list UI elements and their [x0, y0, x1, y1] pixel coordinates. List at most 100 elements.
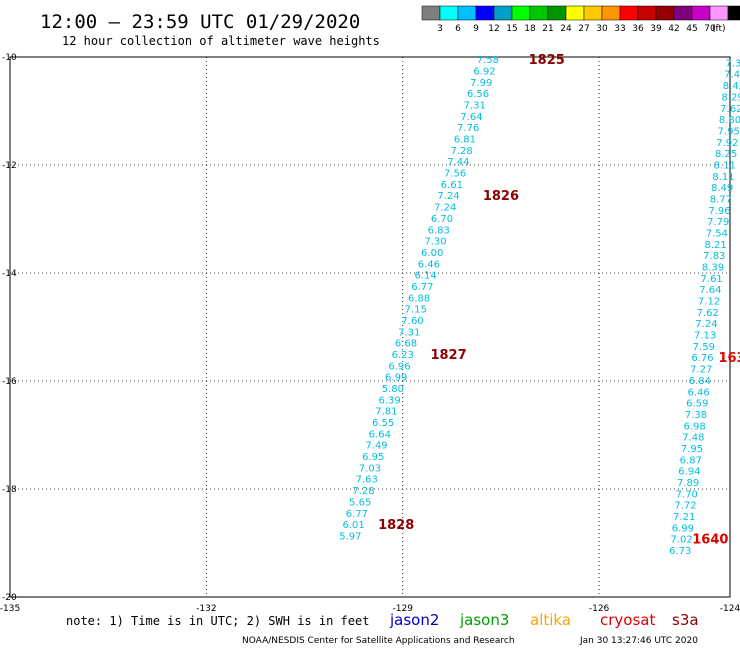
- wave-height-label: 7.81: [375, 407, 397, 418]
- wave-height-label: 7.59: [693, 342, 715, 353]
- legend-entry-cryosat: cryosat: [600, 611, 655, 629]
- colorbar-swatch: [727, 5, 740, 21]
- colorbar-tick-label: 42: [668, 24, 679, 34]
- wave-height-label: 6.64: [369, 429, 391, 440]
- colorbar-swatch: [421, 5, 441, 21]
- wave-height-label: 7.54: [706, 229, 728, 240]
- legend-entry-s3a: s3a: [672, 611, 699, 629]
- wave-height-label: 7.70: [676, 489, 698, 500]
- colorbar-tick-label: 45: [686, 24, 697, 34]
- colorbar-tick-label: 21: [542, 24, 553, 34]
- colorbar-tick-label: 36: [632, 24, 644, 34]
- wave-height-label: 6.56: [467, 89, 489, 100]
- wave-height-label: 7.95: [681, 444, 703, 455]
- wave-height-label: 7.44: [447, 157, 469, 168]
- wave-height-label: 7.56: [444, 169, 466, 180]
- colorbar-swatch: [475, 5, 495, 21]
- wave-height-label: 7.64: [699, 285, 721, 296]
- wave-height-label: 7.28: [352, 486, 374, 497]
- colorbar-tick-label: 6: [455, 24, 461, 34]
- wave-height-label: 6.77: [411, 282, 433, 293]
- plot-frame: [9, 56, 731, 598]
- wave-height-label: 8.39: [702, 263, 724, 274]
- wave-height-label: 6.70: [431, 214, 453, 225]
- wave-height-label: 7.12: [698, 297, 720, 308]
- wave-height-label: 7.72: [674, 501, 696, 512]
- colorbar-swatch: [637, 5, 657, 21]
- y-tick-label: -10: [2, 53, 17, 63]
- wave-height-label: 7.92: [716, 138, 738, 149]
- wave-height-label: 6.83: [428, 225, 450, 236]
- x-tick-label: -126: [589, 604, 610, 614]
- colorbar-swatch: [529, 5, 549, 21]
- colorbar-swatch: [673, 5, 693, 21]
- colorbar-tick-label: 27: [578, 24, 589, 34]
- colorbar-swatch: [619, 5, 639, 21]
- wave-height-label: 6.96: [388, 361, 410, 372]
- colorbar-swatch: [547, 5, 567, 21]
- wave-height-label: 6.61: [441, 180, 463, 191]
- colorbar-swatch: [511, 5, 531, 21]
- wave-height-label: 7.24: [437, 191, 459, 202]
- wave-height-label: 6.55: [372, 418, 394, 429]
- plot-area: -135-132-129-126-123-124-10-12-14-16-18-…: [0, 53, 740, 614]
- chart-subtitle: 12 hour collection of altimeter wave hei…: [62, 34, 380, 48]
- y-tick-label: -14: [2, 269, 17, 279]
- legend-entry-jason3: jason3: [459, 611, 509, 629]
- x-tick-label: -135: [0, 604, 20, 614]
- footer-credit: NOAA/NESDIS Center for Satellite Applica…: [242, 636, 515, 646]
- satellite-legend: jason2 jason3 altika cryosat s3a: [389, 611, 699, 629]
- wave-height-label: 6.87: [680, 455, 702, 466]
- wave-height-label: 6.00: [421, 248, 443, 259]
- wave-height-label: 7.83: [703, 251, 725, 262]
- wave-height-label: 7.43: [724, 70, 740, 81]
- wave-height-label: 7.31: [464, 101, 486, 112]
- wave-height-label: 6.81: [454, 135, 476, 146]
- chart-title: 12:00 – 23:59 UTC 01/29/2020: [40, 11, 360, 33]
- colorbar-tick-label: 39: [650, 24, 662, 34]
- colorbar-swatch: [565, 5, 585, 21]
- pass-time-label: 1825: [529, 53, 565, 68]
- wave-height-label: 7.28: [451, 146, 473, 157]
- wave-height-label: 7.30: [424, 237, 446, 248]
- wave-height-label: 5.65: [349, 497, 371, 508]
- wave-height-label: 6.46: [418, 259, 440, 270]
- wave-height-label: 6.95: [362, 452, 384, 463]
- colorbar-swatch: [457, 5, 477, 21]
- wave-height-label: 6.01: [343, 520, 365, 531]
- pass-time-label: 1827: [430, 348, 466, 363]
- legend-entry-jason2: jason2: [389, 611, 439, 629]
- wave-height-label: 7.64: [460, 112, 482, 123]
- wave-height-label: 6.39: [379, 395, 401, 406]
- wave-height-label: 7.99: [470, 78, 492, 89]
- pass-time-label: 1828: [378, 518, 414, 533]
- wave-height-label: 7.31: [398, 327, 420, 338]
- wave-height-label: 6.14: [415, 271, 437, 282]
- colorbar-tick-label: 3: [437, 24, 443, 34]
- wave-height-label: 7.63: [356, 475, 378, 486]
- wave-height-label: 6.23: [392, 350, 414, 361]
- wave-height-label: 6.76: [691, 353, 713, 364]
- wave-height-label: 7.21: [673, 512, 695, 523]
- wave-height-label: 8.43: [723, 81, 740, 92]
- wave-height-label: 7.38: [725, 58, 740, 69]
- colorbar-swatch: [439, 5, 459, 21]
- wave-height-label: 7.79: [707, 217, 729, 228]
- y-tick-label: -20: [2, 593, 17, 603]
- footer-timestamp: Jan 30 13:27:46 UTC 2020: [579, 636, 698, 646]
- wave-height-label: 6.68: [395, 339, 417, 350]
- colorbar-swatch: [493, 5, 513, 21]
- wave-height-label: 7.48: [682, 433, 704, 444]
- wave-height-label: 7.27: [690, 365, 712, 376]
- wave-height-label: 7.89: [677, 478, 699, 489]
- wave-height-label: 6.98: [684, 421, 706, 432]
- wave-height-label: 8.49: [711, 183, 733, 194]
- wave-height-label: 7.03: [359, 463, 381, 474]
- wave-height-label: 7.60: [401, 316, 423, 327]
- wave-height-label: 6.99: [385, 373, 407, 384]
- x-tick-label: -124: [720, 604, 740, 614]
- wave-height-label: 8.11: [714, 160, 736, 171]
- wave-height-label: 6.77: [346, 509, 368, 520]
- wave-height-label: 8.77: [710, 194, 732, 205]
